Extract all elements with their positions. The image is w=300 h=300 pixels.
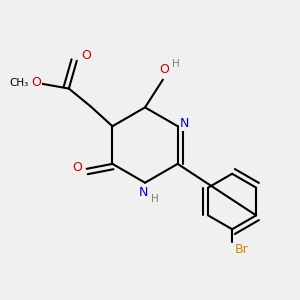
Text: H: H <box>172 59 180 69</box>
Text: O: O <box>72 161 82 174</box>
Text: N: N <box>180 117 189 130</box>
Text: O: O <box>31 76 41 89</box>
Text: CH₃: CH₃ <box>10 78 29 88</box>
Text: O: O <box>82 50 92 62</box>
Text: O: O <box>159 63 169 76</box>
Text: Br: Br <box>235 243 249 256</box>
Text: N: N <box>138 186 148 199</box>
Text: H: H <box>151 194 159 203</box>
